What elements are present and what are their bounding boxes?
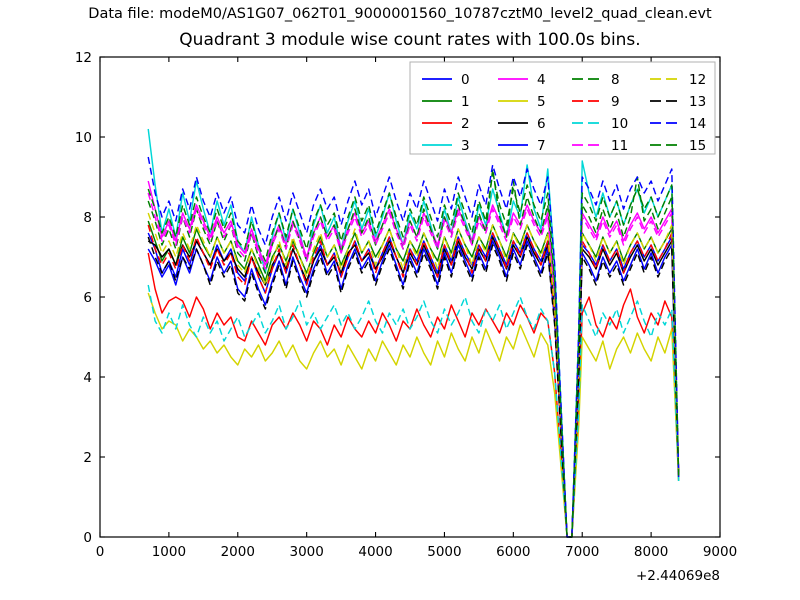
x-tick-label: 7000	[565, 544, 599, 560]
legend-label-3[interactable]: 3	[461, 138, 470, 154]
legend-label-2[interactable]: 2	[461, 116, 470, 132]
series-line-5	[147, 292, 680, 538]
series-line-1	[147, 220, 680, 538]
series-line-2	[147, 252, 680, 538]
legend-box	[409, 61, 716, 155]
legend-label-14[interactable]: 14	[689, 116, 706, 132]
legend-label-1[interactable]: 1	[461, 94, 470, 110]
series-line-12	[147, 212, 680, 538]
series-line-10	[147, 284, 680, 538]
y-tick-label: 8	[83, 210, 92, 226]
legend-label-4[interactable]: 4	[537, 72, 546, 88]
legend-label-12[interactable]: 12	[689, 72, 706, 88]
plot-title: Quadrant 3 module wise count rates with …	[179, 30, 641, 50]
legend-label-15[interactable]: 15	[689, 138, 706, 154]
series-line-9	[147, 224, 680, 538]
series-line-7	[147, 240, 680, 538]
legend-label-0[interactable]: 0	[461, 72, 470, 88]
series-line-0	[147, 232, 680, 538]
x-axis-offset-label: +2.44069e8	[635, 568, 720, 584]
legend-label-10[interactable]: 10	[611, 116, 628, 132]
y-tick-label: 2	[83, 450, 92, 466]
datafile-label: Data file: modeM0/AS1G07_062T01_90000015…	[88, 6, 712, 22]
x-tick-label: 3000	[289, 544, 323, 560]
y-tick-label: 0	[83, 530, 92, 546]
x-axis-ticks: 0 1000 2000 3000 4000 5000 6000 7000 8000 9000	[96, 57, 737, 560]
x-tick-label: 2000	[221, 544, 255, 560]
x-tick-label: 9000	[703, 544, 737, 560]
x-tick-label: 1000	[152, 544, 186, 560]
y-tick-label: 4	[83, 370, 92, 386]
legend-label-11[interactable]: 11	[611, 138, 628, 154]
series-layer	[147, 128, 680, 538]
x-tick-label: 5000	[427, 544, 461, 560]
series-line-13	[147, 236, 680, 538]
series-line-6	[147, 236, 680, 538]
y-tick-label: 6	[83, 290, 92, 306]
legend-label-6[interactable]: 6	[537, 116, 546, 132]
x-tick-label: 6000	[496, 544, 530, 560]
y-tick-label: 12	[75, 50, 92, 66]
x-tick-label: 8000	[634, 544, 668, 560]
legend-label-13[interactable]: 13	[689, 94, 706, 110]
x-tick-label: 0	[96, 544, 105, 560]
series-line-15	[147, 172, 680, 538]
x-tick-label: 4000	[358, 544, 392, 560]
y-tick-label: 10	[75, 130, 92, 146]
series-line-8	[147, 168, 680, 538]
series-line-14	[147, 156, 680, 538]
series-line-4	[147, 180, 680, 538]
legend-label-8[interactable]: 8	[611, 72, 620, 88]
legend-label-7[interactable]: 7	[537, 138, 546, 154]
legend-label-9[interactable]: 9	[611, 94, 620, 110]
series-line-11	[147, 192, 680, 538]
legend-label-5[interactable]: 5	[537, 94, 546, 110]
